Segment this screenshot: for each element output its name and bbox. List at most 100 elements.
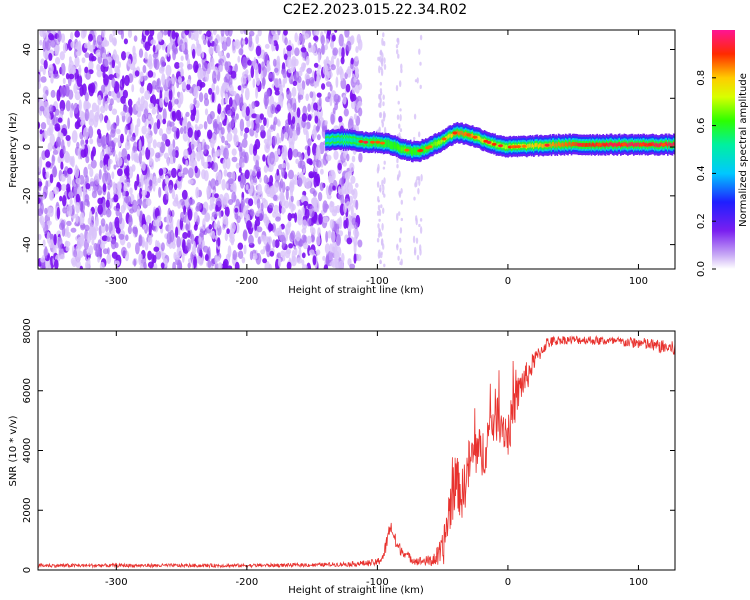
noise-blob (238, 167, 242, 173)
noise-blob (106, 119, 111, 131)
noise-blob (120, 111, 126, 117)
noise-blob (48, 34, 55, 41)
noise-blob (103, 154, 110, 161)
noise-blob (266, 63, 271, 72)
noise-blob (60, 161, 64, 170)
noise-blob (328, 185, 332, 196)
noise-blob (54, 48, 59, 57)
noise-blob (143, 179, 149, 186)
noise-blob (271, 184, 275, 197)
noise-blob (40, 202, 44, 215)
signal-cell (654, 143, 656, 148)
noise-blob (289, 232, 295, 243)
signal-cell (574, 142, 576, 147)
noise-blob (377, 56, 380, 61)
signal-cell (460, 130, 462, 135)
noise-blob (51, 154, 55, 166)
noise-blob (207, 260, 212, 269)
noise-blob (40, 76, 47, 83)
signal-cell (459, 131, 461, 136)
signal-cell (387, 141, 389, 146)
noise-blob (419, 34, 423, 41)
noise-blob (302, 264, 308, 269)
noise-blob (106, 253, 112, 265)
noise-blob (110, 129, 116, 138)
noise-blob (208, 87, 213, 95)
noise-blob (138, 234, 143, 247)
noise-blob (335, 234, 341, 246)
signal-cell (379, 140, 381, 145)
noise-blob (166, 158, 170, 167)
signal-cell (353, 138, 355, 142)
noise-blob (191, 245, 197, 256)
noise-blob (75, 201, 81, 214)
noise-blob (86, 232, 92, 244)
signal-cell (355, 139, 358, 144)
noise-blob (97, 197, 104, 205)
noise-blob (116, 115, 120, 127)
noise-blob (101, 30, 106, 38)
noise-blob (79, 265, 83, 269)
noise-blob (281, 167, 286, 177)
signal-cell (432, 144, 434, 148)
noise-blob (75, 193, 81, 204)
noise-blob (48, 70, 54, 77)
signal-cell (422, 147, 425, 152)
noise-blob (212, 30, 217, 36)
noise-blob (353, 253, 357, 264)
noise-blob (43, 130, 48, 140)
noise-blob (346, 237, 353, 245)
noise-blob (313, 175, 318, 188)
noise-blob (343, 202, 347, 214)
noise-blob (127, 225, 132, 235)
noise-blob (378, 126, 381, 133)
noise-blob (237, 242, 244, 250)
signal-cell (534, 143, 536, 148)
x-tick-label: 0 (505, 276, 511, 287)
noise-blob (169, 229, 175, 243)
noise-blob (286, 162, 290, 171)
signal-cell (367, 140, 370, 145)
noise-blob (104, 170, 109, 182)
noise-blob (335, 76, 339, 88)
noise-blob (46, 231, 51, 244)
noise-blob (144, 90, 151, 101)
noise-blob (260, 129, 266, 139)
signal-cell (457, 131, 460, 136)
noise-blob (168, 88, 173, 101)
noise-blob (355, 46, 359, 53)
noise-blob (241, 256, 246, 264)
noise-blob (124, 74, 130, 87)
noise-blob (273, 116, 278, 126)
noise-blob (201, 51, 205, 59)
noise-blob (377, 223, 380, 229)
noise-blob (194, 124, 198, 130)
noise-blob (332, 185, 336, 191)
noise-blob (301, 80, 306, 91)
signal-cell (656, 143, 659, 148)
noise-blob (65, 183, 71, 193)
noise-blob (100, 105, 106, 114)
noise-blob (55, 126, 61, 132)
noise-blob (206, 30, 212, 38)
signal-cell (536, 142, 539, 147)
noise-blob (415, 237, 419, 244)
noise-blob (111, 171, 115, 180)
noise-blob (97, 94, 102, 106)
noise-blob (277, 257, 282, 268)
signal-cell (567, 143, 569, 148)
signal-cell (568, 141, 570, 146)
noise-blob (208, 46, 214, 55)
signal-cell (506, 144, 508, 149)
signal-cell (502, 144, 505, 148)
noise-blob (329, 201, 335, 208)
noise-blob (274, 172, 281, 182)
noise-blob (55, 136, 62, 149)
noise-blob (355, 199, 359, 210)
noise-blob (314, 30, 320, 36)
noise-blob (88, 125, 94, 139)
noise-blob (270, 103, 276, 115)
signal-cell (469, 133, 472, 138)
noise-blob (160, 65, 165, 72)
noise-blob (251, 253, 258, 260)
